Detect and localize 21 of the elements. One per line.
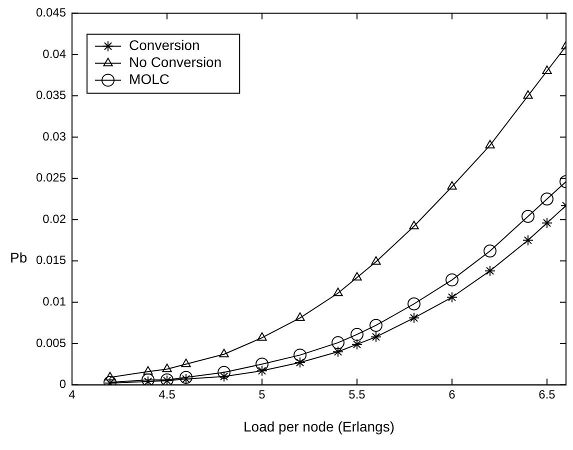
legend-label: No Conversion [129,54,222,70]
x-tick-label: 4.5 [158,387,176,402]
y-tick-label: 0.04 [42,46,66,61]
y-tick-label: 0.005 [36,336,66,350]
x-tick-label: 4 [68,387,76,402]
y-tick-label: 0.01 [42,294,66,309]
y-axis-title: Pb [10,249,28,266]
x-axis-title: Load per node (Erlangs) [244,418,395,434]
x-tick-label: 6.5 [538,387,556,402]
y-tick-label: 0.025 [36,170,66,185]
legend-label: Conversion [129,37,200,54]
legend-label: MOLC [129,71,170,88]
y-tick-label: 0.035 [36,88,66,102]
x-tick-label: 5 [258,387,266,402]
y-tick-label: 0.015 [36,253,66,268]
x-tick-label: 6 [448,387,456,402]
y-tick-label: 0.02 [42,212,66,226]
y-tick-label: 0.03 [42,129,66,144]
x-tick-label: 5.5 [348,387,366,402]
y-tick-label: 0 [59,377,66,392]
y-tick-label: 0.045 [36,6,66,20]
